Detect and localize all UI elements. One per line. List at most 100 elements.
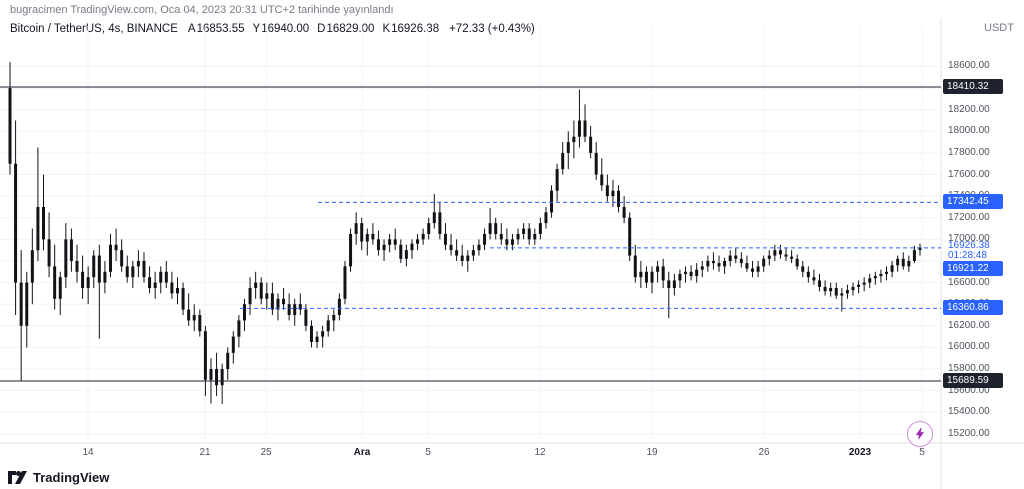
candle-body xyxy=(404,250,408,259)
candle-body xyxy=(215,369,219,386)
candle-body xyxy=(583,120,587,137)
candle-body xyxy=(572,136,576,143)
candle-body xyxy=(801,266,805,272)
candle-body xyxy=(845,290,849,294)
candle-body xyxy=(187,309,191,321)
candle-body xyxy=(153,282,157,288)
time-axis-label: 2023 xyxy=(848,447,872,458)
candle-body xyxy=(840,293,844,296)
candle-body xyxy=(293,304,297,315)
candle-body xyxy=(818,280,822,287)
price-axis-label: 16600.00 xyxy=(948,276,990,288)
candle-body xyxy=(589,136,593,153)
candle-body xyxy=(460,255,464,261)
candle-body xyxy=(287,304,291,315)
candle-body xyxy=(890,265,894,272)
candle-body xyxy=(254,282,258,288)
candle-body xyxy=(605,185,609,197)
close-value: 16926.38 xyxy=(391,23,440,35)
candle-body xyxy=(577,120,581,137)
candle-body xyxy=(449,244,453,251)
candle-body xyxy=(315,336,319,343)
open-value: 16853.55 xyxy=(196,23,245,35)
candle-body xyxy=(533,233,537,240)
candle-body xyxy=(522,228,526,234)
candle-body xyxy=(566,142,570,153)
candle-body xyxy=(131,266,135,278)
price-axis-label: 18200.00 xyxy=(948,103,990,115)
candle-body xyxy=(443,233,447,245)
candle-body xyxy=(298,304,302,310)
bar-countdown: 01:28:48 xyxy=(948,250,987,261)
candle-body xyxy=(114,244,118,251)
price-axis-label: 17200.00 xyxy=(948,211,990,223)
candle-body xyxy=(538,223,542,234)
candle-body xyxy=(248,287,252,305)
candle-body xyxy=(427,223,431,234)
candle-body xyxy=(365,233,369,242)
candle-body xyxy=(19,282,23,326)
candle-body xyxy=(309,325,313,343)
candle-body xyxy=(192,314,196,321)
candle-body xyxy=(164,271,168,283)
price-level-badge: 15689.59 xyxy=(943,372,1003,388)
candle-body xyxy=(371,233,375,240)
price-axis-label: 18600.00 xyxy=(948,60,990,72)
candle-body xyxy=(516,233,520,240)
candle-body xyxy=(639,271,643,278)
candle-body xyxy=(270,293,274,310)
candle-body xyxy=(282,298,286,305)
last-price-label: 16926.38 xyxy=(948,240,990,251)
price-axis-label: 18000.00 xyxy=(948,125,990,137)
candle-body xyxy=(879,273,883,277)
symbol-title[interactable]: Bitcoin / TetherUS, 4s, BINANCE xyxy=(10,23,178,35)
candle-body xyxy=(505,239,509,245)
candle-body xyxy=(410,243,414,251)
time-axis-label: 5 xyxy=(919,447,925,458)
price-axis-label: 15800.00 xyxy=(948,363,990,375)
candle-body xyxy=(455,250,459,256)
candle-body xyxy=(885,271,889,274)
price-axis-label: 15400.00 xyxy=(948,406,990,418)
lightning-icon xyxy=(915,428,925,440)
candle-body xyxy=(723,260,727,267)
tradingview-logo[interactable]: TradingView xyxy=(8,470,109,485)
candle-body xyxy=(226,352,230,370)
chart-legend: Bitcoin / TetherUS, 4s, BINANCE A 16853.5… xyxy=(10,23,535,35)
candle-body xyxy=(30,250,34,283)
candle-body xyxy=(97,255,101,283)
candle-body xyxy=(600,174,604,186)
candle-body xyxy=(198,314,202,332)
candle-body xyxy=(399,244,403,259)
open-label: A xyxy=(187,23,196,35)
candle-body xyxy=(684,271,688,274)
candle-body xyxy=(829,287,833,292)
candle-body xyxy=(58,277,62,299)
candle-body xyxy=(678,273,682,281)
candle-body xyxy=(142,260,146,278)
lightning-button[interactable] xyxy=(907,421,933,447)
candle-body xyxy=(304,309,308,326)
candle-body xyxy=(75,260,79,272)
time-axis-label: 12 xyxy=(534,447,546,458)
candle-body xyxy=(734,255,738,259)
candle-body xyxy=(561,152,565,170)
candle-body xyxy=(276,298,280,310)
candle-body xyxy=(918,247,922,251)
candle-body xyxy=(337,298,341,315)
candle-body xyxy=(728,255,732,261)
candle-body xyxy=(438,212,442,234)
price-axis-label: 17600.00 xyxy=(948,168,990,180)
candle-body xyxy=(851,286,855,291)
candle-body xyxy=(711,260,715,264)
candle-body xyxy=(220,369,224,386)
candle-body xyxy=(343,266,347,299)
candle-body xyxy=(125,266,129,278)
candle-body xyxy=(159,271,163,283)
candle-body xyxy=(633,255,637,278)
candle-body xyxy=(14,163,18,283)
time-axis-label: 25 xyxy=(260,447,272,458)
candle-body xyxy=(527,228,531,240)
